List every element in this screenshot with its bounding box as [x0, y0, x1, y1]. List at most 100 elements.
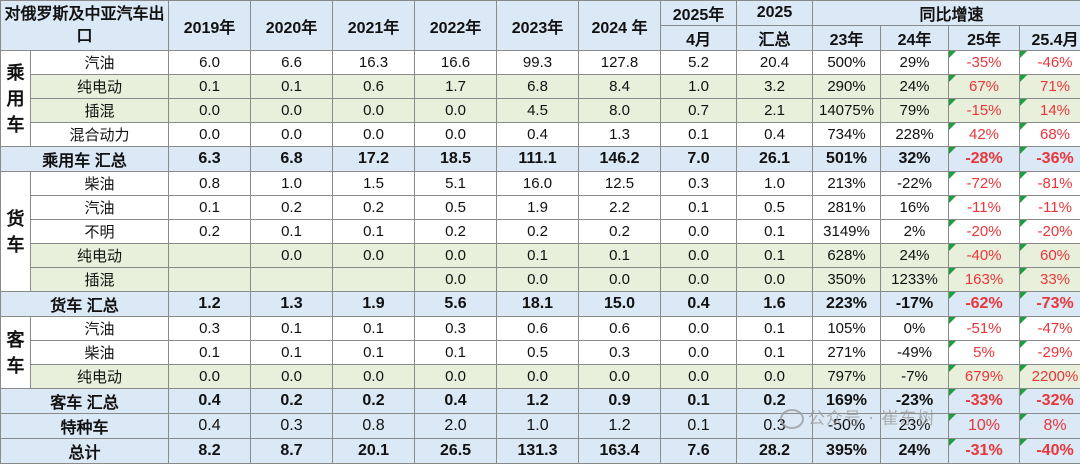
table-row: 货车 柴油 0.8 1.0 1.5 5.1 16.0 12.5 0.3 1.0 213% -22% -7…: [0, 171, 1080, 292]
value-cell: 0.1: [332, 219, 416, 244]
row-name: 插混: [29, 267, 170, 292]
yoy-cell: 14075%: [812, 98, 882, 123]
year-header-2020: 2020年: [250, 0, 334, 51]
value-cell: 1.2: [168, 291, 252, 317]
value-cell: 0.2: [578, 219, 662, 244]
summary-row: 客车 汇总 0.4 0.2 0.2 0.4 1.2 0.9 0.1 0.2 169% -23% -33…: [0, 388, 1080, 414]
value-cell: 0.1: [250, 74, 334, 99]
summary-name: 货车 汇总: [0, 291, 170, 317]
yoy-cell: 0%: [880, 316, 950, 341]
value-cell: 0.2: [250, 388, 334, 414]
value-cell: 0.4: [414, 388, 498, 414]
yoy-cell: 10%: [948, 413, 1021, 439]
value-cell: 6.3: [168, 146, 252, 172]
yoy-col-25: 25年: [948, 25, 1021, 51]
yoy-cell: 29%: [880, 50, 950, 75]
yoy-cell: -7%: [880, 364, 950, 389]
row-name: 汽油: [29, 50, 170, 75]
value-cell: 0.0: [578, 364, 662, 389]
row-name: 纯电动: [29, 74, 170, 99]
value-cell: 0.5: [736, 195, 814, 220]
category-label: 乘用车: [0, 50, 31, 147]
yoy-cell: 8%: [1019, 413, 1080, 439]
table-row: 乘用车 汽油 6.0 6.6 16.3 16.6 99.3 127.8 5.2 20.4 500% 2…: [0, 50, 1080, 147]
value-cell: 26.5: [414, 438, 498, 464]
value-cell: [168, 267, 252, 292]
yoy-cell: 223%: [812, 291, 882, 317]
yoy-cell: -15%: [948, 98, 1021, 123]
value-cell: 0.1: [414, 340, 498, 365]
value-cell: 0.1: [660, 122, 738, 147]
value-cell: 0.3: [168, 316, 252, 341]
value-cell: 1.6: [736, 291, 814, 317]
yoy-cell: -73%: [1019, 291, 1080, 317]
value-cell: 0.1: [332, 340, 416, 365]
value-cell: [332, 267, 416, 292]
yoy-cell: -40%: [948, 243, 1021, 268]
yoy-cell: 500%: [812, 50, 882, 75]
total-2025-header-top: 2025: [736, 0, 814, 26]
yoy-cell: -35%: [948, 50, 1021, 75]
yoy-cell: 163%: [948, 267, 1021, 292]
yoy-cell: 79%: [880, 98, 950, 123]
value-cell: 16.0: [496, 171, 580, 196]
value-cell: 0.4: [660, 291, 738, 317]
row-name: 混合动力: [29, 122, 170, 147]
year-header-2023: 2023年: [496, 0, 580, 51]
month-header-top: 2025年: [660, 0, 738, 26]
value-cell: 0.0: [332, 122, 416, 147]
value-cell: 6.8: [496, 74, 580, 99]
value-cell: 0.1: [578, 243, 662, 268]
value-cell: 0.6: [496, 316, 580, 341]
value-cell: 0.9: [578, 388, 662, 414]
yoy-cell: 24%: [880, 243, 950, 268]
row-name: 汽油: [29, 316, 170, 341]
value-cell: 0.8: [332, 413, 416, 439]
yoy-header: 同比增速: [812, 0, 1080, 26]
yoy-cell: -29%: [1019, 340, 1080, 365]
yoy-cell: -28%: [948, 146, 1021, 172]
value-cell: 0.7: [660, 98, 738, 123]
value-cell: 0.1: [660, 388, 738, 414]
value-cell: 0.3: [660, 171, 738, 196]
summary-name: 客车 汇总: [0, 388, 170, 414]
value-cell: 111.1: [496, 146, 580, 172]
value-cell: 0.0: [660, 316, 738, 341]
yoy-cell: -81%: [1019, 171, 1080, 196]
yoy-cell: 14%: [1019, 98, 1080, 123]
yoy-cell: 797%: [812, 364, 882, 389]
table-row: 纯电动 0.0 0.0 0.0 0.0 0.0 0.0 0.0 0.0 797% -7% 679% 22…: [1, 364, 1080, 389]
value-cell: 0.0: [414, 364, 498, 389]
value-cell: 18.1: [496, 291, 580, 317]
value-cell: 0.1: [736, 219, 814, 244]
value-cell: 0.1: [736, 340, 814, 365]
yoy-cell: 68%: [1019, 122, 1080, 147]
year-header-2024: 2024 年: [578, 0, 662, 51]
yoy-cell: -50%: [812, 413, 882, 439]
value-cell: 0.3: [736, 413, 814, 439]
value-cell: 0.0: [250, 98, 334, 123]
yoy-cell: 2200%: [1019, 364, 1080, 389]
value-cell: 0.1: [660, 195, 738, 220]
value-cell: 8.7: [250, 438, 334, 464]
yoy-col-24: 24年: [880, 25, 950, 51]
value-cell: 28.2: [736, 438, 814, 464]
value-cell: 2.1: [736, 98, 814, 123]
value-cell: 0.5: [496, 340, 580, 365]
yoy-cell: 3149%: [812, 219, 882, 244]
value-cell: 0.0: [250, 243, 334, 268]
value-cell: 0.0: [660, 364, 738, 389]
yoy-cell: 228%: [880, 122, 950, 147]
value-cell: 5.2: [660, 50, 738, 75]
value-cell: 0.2: [414, 219, 498, 244]
value-cell: 131.3: [496, 438, 580, 464]
value-cell: 0.1: [168, 74, 252, 99]
summary-name: 乘用车 汇总: [0, 146, 170, 172]
value-cell: 8.4: [578, 74, 662, 99]
value-cell: 99.3: [496, 50, 580, 75]
value-cell: 0.4: [168, 413, 252, 439]
value-cell: 8.2: [168, 438, 252, 464]
table-row: 纯电动 0.1 0.1 0.6 1.7 6.8 8.4 1.0 3.2 290% 24% 67% 71%: [1, 74, 1080, 99]
value-cell: 0.0: [660, 340, 738, 365]
